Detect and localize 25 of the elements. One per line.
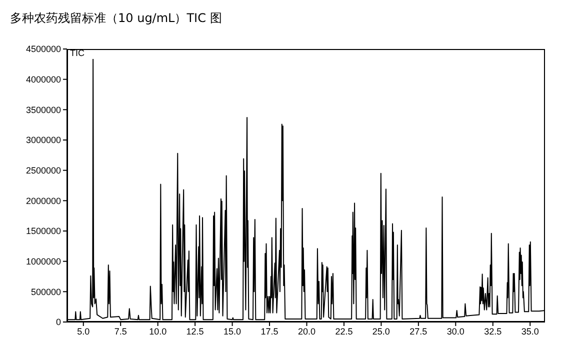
x-tick-label: 17.5 bbox=[260, 326, 278, 336]
x-tick-label: 35.0 bbox=[521, 326, 539, 336]
y-tick-label: 0 bbox=[56, 317, 61, 328]
x-tick-label: 10.0 bbox=[149, 326, 167, 336]
x-tick-label: 22.5 bbox=[335, 326, 353, 336]
x-tick-label: 12.5 bbox=[186, 326, 204, 336]
chart-title: 多种农药残留标准（10 ug/mL）TIC 图 bbox=[10, 10, 222, 27]
x-tick-label: 7.5 bbox=[114, 326, 127, 336]
y-tick-label: 4000000 bbox=[26, 74, 61, 85]
y-tick-label: 2500000 bbox=[26, 166, 61, 176]
x-tick-label: 32.5 bbox=[484, 326, 502, 336]
x-tick-label: 5.0 bbox=[77, 326, 90, 336]
x-tick-label: 25.0 bbox=[372, 326, 390, 336]
y-tick-label: 3000000 bbox=[26, 135, 61, 146]
x-tick-label: 15.0 bbox=[224, 326, 242, 336]
annotation: TIC bbox=[70, 48, 84, 58]
y-tick-label: 1000000 bbox=[26, 256, 61, 267]
x-tick-label: 27.5 bbox=[410, 326, 428, 336]
x-tick-label: 30.0 bbox=[446, 326, 464, 336]
x-tick-label: 20.0 bbox=[298, 326, 316, 336]
y-tick-label: 1500000 bbox=[26, 226, 61, 236]
y-tick-label: 2000000 bbox=[26, 196, 61, 206]
y-tick-label: 3500000 bbox=[26, 104, 61, 115]
y-tick-label: 4500000 bbox=[26, 44, 61, 54]
y-tick-label: 500000 bbox=[30, 286, 61, 297]
